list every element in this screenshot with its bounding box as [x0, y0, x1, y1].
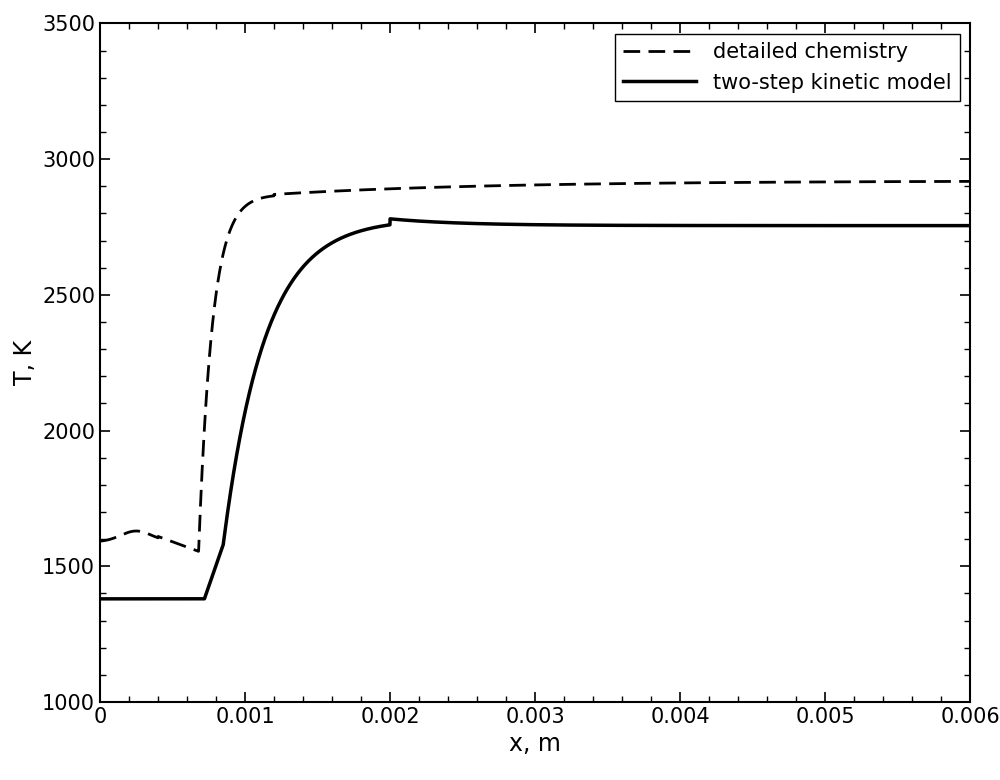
two-step kinetic model: [660, 221, 672, 230]
detailed chemistry: [427, 183, 439, 192]
detailed chemistry: [964, 177, 976, 186]
detailed chemistry: [743, 178, 755, 187]
detailed chemistry: [193, 547, 205, 556]
two-step kinetic model: [384, 215, 396, 224]
detailed chemistry: [660, 179, 672, 188]
detailed chemistry: [94, 537, 106, 546]
Line: two-step kinetic model: two-step kinetic model: [100, 219, 970, 599]
Y-axis label: T, K: T, K: [13, 340, 37, 385]
two-step kinetic model: [743, 221, 755, 230]
Legend: detailed chemistry, two-step kinetic model: detailed chemistry, two-step kinetic mod…: [615, 34, 960, 101]
two-step kinetic model: [252, 356, 264, 365]
two-step kinetic model: [427, 217, 439, 226]
Line: detailed chemistry: detailed chemistry: [100, 182, 970, 551]
two-step kinetic model: [809, 221, 821, 230]
two-step kinetic model: [94, 594, 106, 604]
two-step kinetic model: [616, 221, 628, 230]
detailed chemistry: [252, 194, 264, 204]
detailed chemistry: [616, 179, 628, 188]
X-axis label: x, m: x, m: [509, 732, 561, 757]
detailed chemistry: [809, 177, 821, 186]
two-step kinetic model: [964, 221, 976, 230]
